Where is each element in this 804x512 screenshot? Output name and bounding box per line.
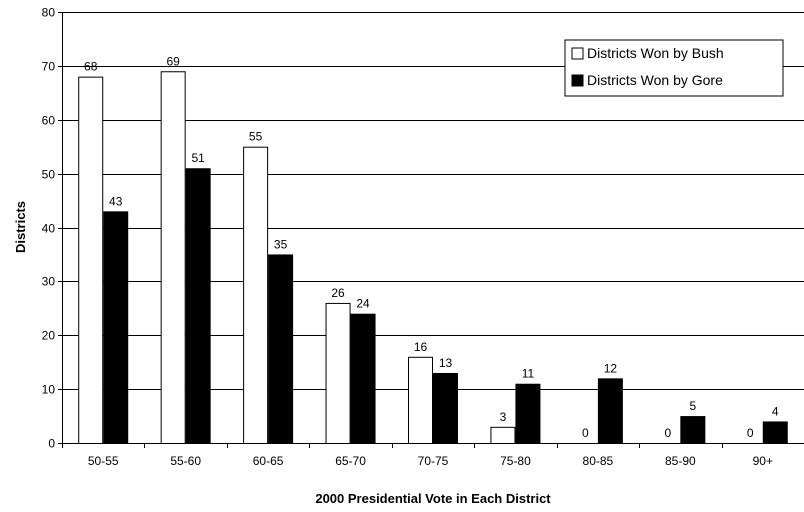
bar-bush	[490, 426, 516, 444]
bars	[78, 71, 788, 445]
legend-label-gore: Districts Won by Gore	[587, 72, 723, 88]
y-tick-label: 40	[42, 222, 56, 236]
bar-gore	[185, 168, 211, 445]
data-label-gore: 12	[604, 361, 618, 375]
data-label-gore: 24	[356, 297, 370, 311]
data-label-bush: 26	[331, 286, 345, 300]
y-tick-labels: 0 10 20 30 40 50 60 70 80	[42, 6, 56, 451]
bar-bush	[243, 146, 269, 444]
data-label-gore: 35	[274, 237, 288, 251]
axes	[58, 12, 804, 448]
data-label-gore: 11	[522, 367, 535, 381]
y-tick-label: 60	[42, 114, 56, 128]
bar-gore	[268, 254, 294, 444]
data-label-bush: 55	[249, 130, 263, 144]
legend-swatch-bush	[571, 47, 584, 60]
data-label-bush: 16	[414, 340, 428, 354]
y-tick-label: 0	[48, 437, 55, 451]
bar-gore	[433, 372, 458, 444]
legend-label-bush: Districts Won by Bush	[587, 45, 724, 61]
data-label-bush: 0	[582, 426, 589, 440]
x-tick-label: 60-65	[253, 454, 284, 468]
data-label-gore: 5	[689, 399, 696, 413]
x-tick-label: 85-90	[665, 454, 696, 468]
data-label-bush: 0	[664, 426, 671, 440]
bar-bush	[160, 71, 186, 444]
bar-gore	[103, 211, 129, 444]
x-tick-label: 55-60	[170, 454, 201, 468]
legend-swatch-gore	[571, 74, 584, 87]
y-tick-label: 50	[42, 168, 56, 182]
y-tick-label: 10	[42, 383, 56, 397]
legend: Districts Won by Bush Districts Won by G…	[564, 39, 784, 97]
y-tick-label: 70	[42, 60, 56, 74]
bar-gore	[680, 416, 706, 444]
data-label-bush: 69	[166, 54, 180, 68]
bar-bush	[325, 302, 351, 444]
bar-gore	[350, 313, 376, 445]
x-tick-label: 50-55	[88, 454, 119, 468]
bar-gore	[515, 383, 541, 444]
data-label-gore: 51	[191, 151, 205, 165]
x-tick-label: 90+	[753, 454, 773, 468]
data-label-gore: 4	[772, 404, 779, 418]
bar-gore	[597, 378, 623, 445]
bar-bush	[78, 76, 104, 445]
data-label-bush: 68	[84, 60, 98, 74]
data-label-bush: 0	[747, 426, 754, 440]
legend-box	[564, 39, 784, 97]
x-axis-title: 2000 Presidential Vote in Each District	[315, 491, 551, 506]
x-tick-labels: 50-55 55-60 60-65 65-70 70-75 75-80 80-85 85-90…	[88, 454, 773, 468]
y-tick-label: 80	[42, 6, 56, 20]
x-tick-label: 80-85	[583, 454, 614, 468]
y-tick-label: 30	[42, 275, 56, 289]
y-tick-label: 20	[42, 329, 56, 343]
data-label-gore: 13	[439, 356, 453, 370]
data-label-bush: 3	[500, 410, 507, 424]
data-labels: 68 43 69 51 55 35 26 24 16 13 3 11 0 12 0 5 0 4	[84, 54, 779, 440]
data-label-gore: 43	[109, 194, 123, 208]
bar-gore	[762, 421, 788, 445]
x-tick-label: 70-75	[418, 454, 449, 468]
bar-bush	[408, 356, 433, 444]
x-tick-label: 65-70	[335, 454, 366, 468]
y-axis-title: Districts	[13, 201, 28, 253]
x-tick-label: 75-80	[500, 454, 531, 468]
